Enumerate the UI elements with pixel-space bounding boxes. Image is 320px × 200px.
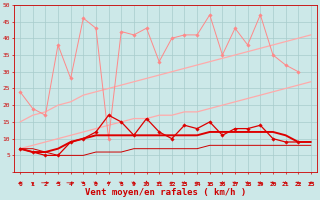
X-axis label: Vent moyen/en rafales ( km/h ): Vent moyen/en rafales ( km/h ) [85, 188, 246, 197]
